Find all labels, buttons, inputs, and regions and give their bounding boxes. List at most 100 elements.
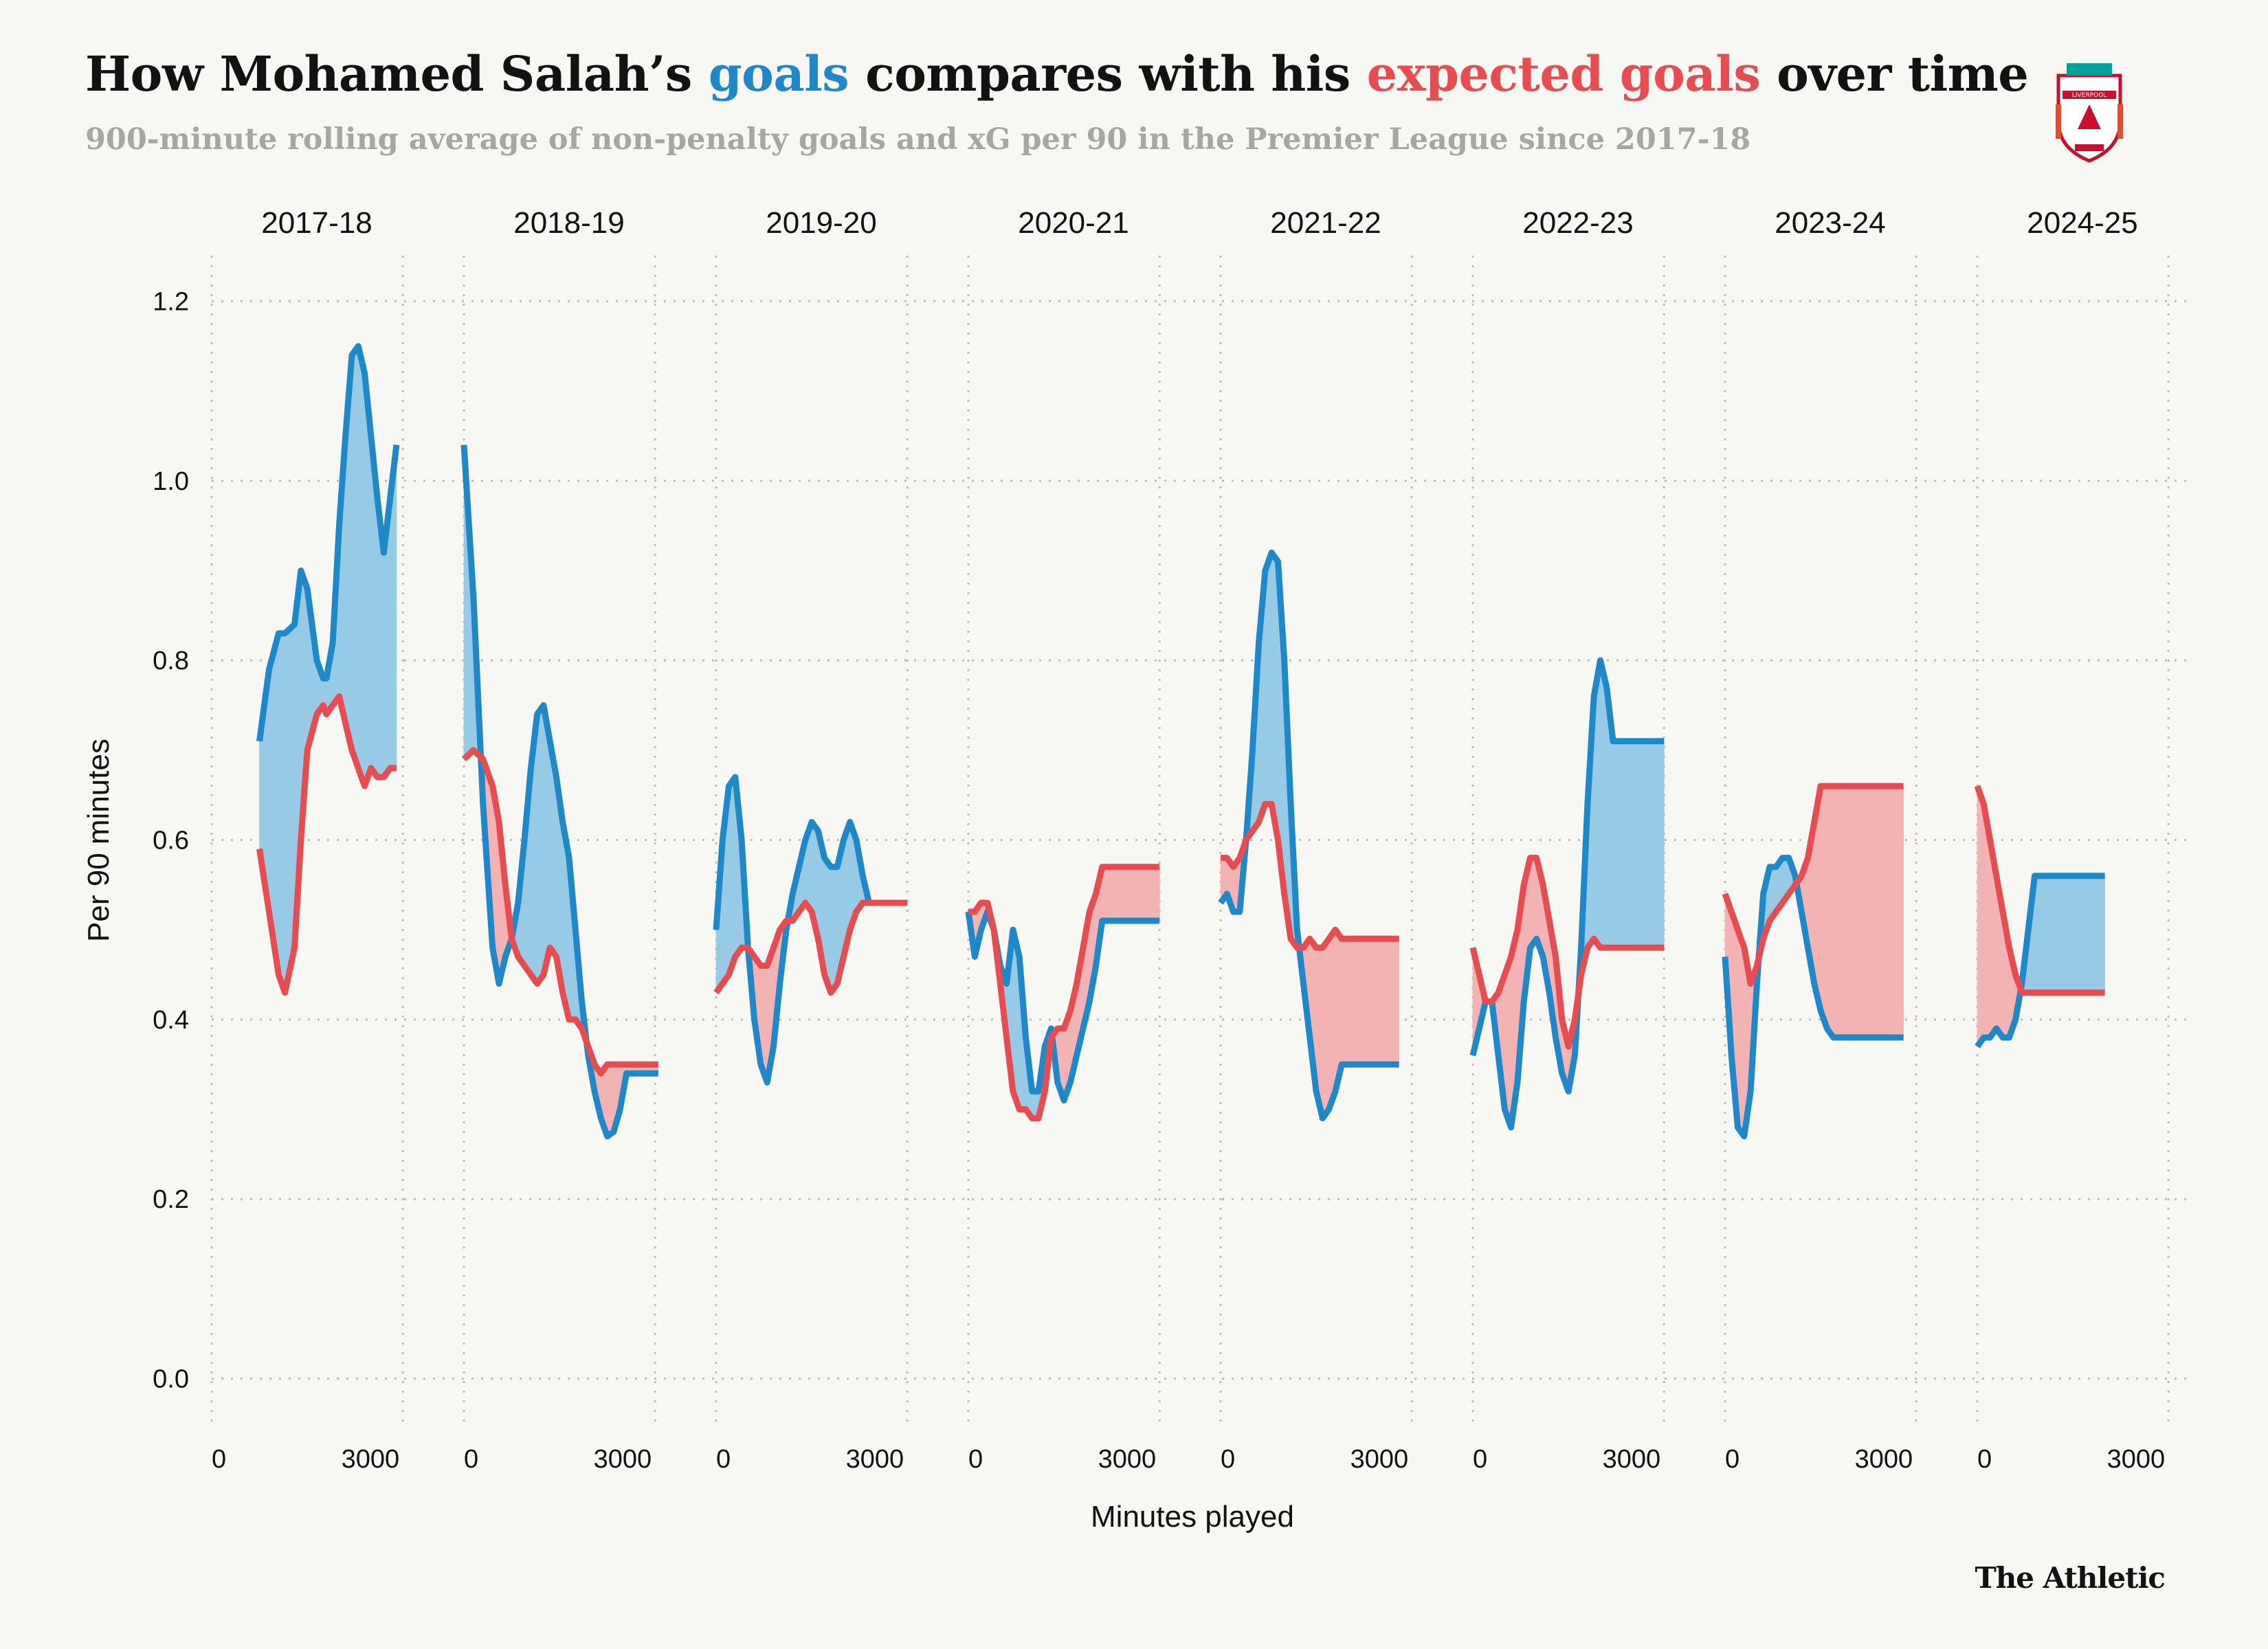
x-tick-label: 3000 bbox=[342, 1445, 400, 1474]
goals-line bbox=[713, 774, 908, 1086]
goals-line bbox=[1469, 657, 1665, 1131]
overperformance-fill bbox=[2053, 875, 2060, 994]
x-tick-label: 0 bbox=[716, 1445, 731, 1474]
xg-line bbox=[1221, 800, 1399, 951]
liverpool-crest-icon: LIVERPOOL bbox=[2056, 63, 2123, 163]
y-tick-label: 0.4 bbox=[153, 1006, 189, 1035]
underperformance-fill bbox=[1896, 785, 1904, 1038]
underperformance-fill bbox=[1833, 785, 1841, 1038]
underperformance-fill bbox=[1392, 938, 1399, 1065]
underperformance-fill bbox=[1871, 785, 1878, 1038]
overperformance-fill bbox=[1625, 741, 1633, 948]
overperformance-fill bbox=[2098, 875, 2105, 994]
goals-line bbox=[1975, 873, 2105, 1048]
x-tick-label: 3000 bbox=[1350, 1445, 1409, 1474]
underperformance-fill bbox=[1826, 785, 1834, 1039]
x-tick-label: 0 bbox=[1725, 1445, 1739, 1474]
x-tick-label: 3000 bbox=[1603, 1445, 1661, 1474]
season-label: 2019-20 bbox=[766, 206, 876, 240]
y-tick-label: 0.8 bbox=[153, 647, 189, 675]
underperformance-fill bbox=[1322, 938, 1329, 1119]
logo-text: LIVERPOOL bbox=[2072, 92, 2106, 99]
x-tick-label: 3000 bbox=[846, 1445, 904, 1474]
overperformance-fill bbox=[1644, 741, 1652, 948]
xg-line bbox=[1469, 855, 1665, 1050]
underperformance-fill bbox=[1108, 866, 1115, 921]
underperformance-fill bbox=[1348, 938, 1355, 1065]
x-tick-label: 0 bbox=[1473, 1445, 1487, 1474]
underperformance-fill bbox=[1114, 866, 1122, 921]
y-tick-label: 0.0 bbox=[153, 1365, 189, 1394]
underperformance-fill bbox=[1839, 785, 1847, 1038]
season-panel-2019-20: 0 3000 2019-20 bbox=[713, 206, 909, 1474]
y-tick-label: 1.0 bbox=[153, 467, 189, 496]
overperformance-fill bbox=[1638, 741, 1645, 948]
season-panel-2021-22: 0 3000 2021-22 bbox=[1218, 206, 1413, 1474]
underperformance-fill bbox=[1121, 866, 1129, 921]
overperformance-fill bbox=[1651, 741, 1658, 948]
y-axis-title: Per 90 minutes bbox=[82, 739, 115, 942]
underperformance-fill bbox=[1820, 785, 1827, 1029]
overperformance-fill bbox=[1619, 741, 1626, 948]
overperformance-fill bbox=[537, 704, 544, 985]
overperformance-fill bbox=[1657, 741, 1665, 948]
season-label: 2024-25 bbox=[2027, 206, 2137, 240]
y-tick-label: 0.2 bbox=[153, 1185, 189, 1214]
title-part1: How Mohamed Salah’s bbox=[85, 45, 709, 102]
season-panel-2022-23: 0 3000 2022-23 bbox=[1469, 206, 1665, 1474]
y-tick-label: 1.2 bbox=[153, 287, 189, 316]
underperformance-fill bbox=[1386, 938, 1393, 1065]
season-label: 2021-22 bbox=[1270, 206, 1381, 240]
xg-line bbox=[713, 899, 908, 996]
underperformance-fill bbox=[1379, 938, 1387, 1065]
xg-line bbox=[256, 693, 397, 996]
season-label: 2018-19 bbox=[513, 206, 624, 240]
underperformance-fill bbox=[1140, 866, 1147, 921]
chart-subtitle: 900-minute rolling average of non-penalt… bbox=[85, 122, 1751, 157]
overperformance-fill bbox=[2060, 875, 2067, 994]
underperformance-fill bbox=[1845, 785, 1853, 1038]
underperformance-fill bbox=[1977, 785, 1984, 1048]
underperformance-fill bbox=[1146, 866, 1154, 921]
overperformance-fill bbox=[729, 776, 736, 975]
x-tick-label: 3000 bbox=[594, 1445, 652, 1474]
x-tick-label: 0 bbox=[968, 1445, 983, 1474]
underperformance-fill bbox=[1865, 785, 1872, 1038]
xg-line bbox=[1974, 785, 2105, 996]
overperformance-fill bbox=[2078, 875, 2087, 994]
y-tick-label: 0.6 bbox=[153, 827, 189, 855]
underperformance-fill bbox=[1341, 938, 1348, 1065]
goals-line bbox=[256, 343, 400, 742]
underperformance-fill bbox=[1133, 866, 1141, 921]
overperformance-fill bbox=[2072, 875, 2080, 994]
underperformance-fill bbox=[1127, 866, 1135, 921]
season-panel-2020-21: 0 3000 2020-21 bbox=[965, 206, 1161, 1474]
season-panel-2023-24: 0 3000 2023-24 bbox=[1722, 206, 1917, 1474]
overperformance-fill bbox=[278, 633, 286, 993]
overperformance-fill bbox=[830, 866, 838, 994]
overperformance-fill bbox=[1271, 552, 1278, 840]
xg-line bbox=[968, 864, 1160, 1122]
underperformance-fill bbox=[1878, 785, 1885, 1038]
xg-line bbox=[461, 747, 658, 1077]
overperformance-fill bbox=[1612, 741, 1620, 948]
underperformance-fill bbox=[1366, 938, 1374, 1065]
season-panel-2018-19: 0 3000 2018-19 bbox=[460, 206, 659, 1474]
goals-line bbox=[1722, 855, 1904, 1140]
underperformance-fill bbox=[1354, 938, 1361, 1065]
x-tick-label: 0 bbox=[464, 1445, 478, 1474]
overperformance-fill bbox=[2066, 875, 2074, 994]
overperformance-fill bbox=[2091, 875, 2099, 994]
chart-title: How Mohamed Salah’s goals compares with … bbox=[85, 45, 2029, 102]
x-tick-label: 3000 bbox=[2107, 1445, 2166, 1474]
underperformance-fill bbox=[1852, 785, 1860, 1038]
overperformance-fill bbox=[351, 345, 359, 769]
season-label: 2022-23 bbox=[1522, 206, 1633, 240]
overperformance-fill bbox=[2085, 875, 2093, 994]
season-panel-2024-25: 0 3000 2024-25 bbox=[1974, 206, 2170, 1474]
underperformance-fill bbox=[1360, 938, 1368, 1065]
x-axis-title: Minutes played bbox=[1091, 1500, 1294, 1534]
x-tick-label: 0 bbox=[1977, 1445, 1992, 1474]
x-tick-label: 3000 bbox=[1098, 1445, 1157, 1474]
